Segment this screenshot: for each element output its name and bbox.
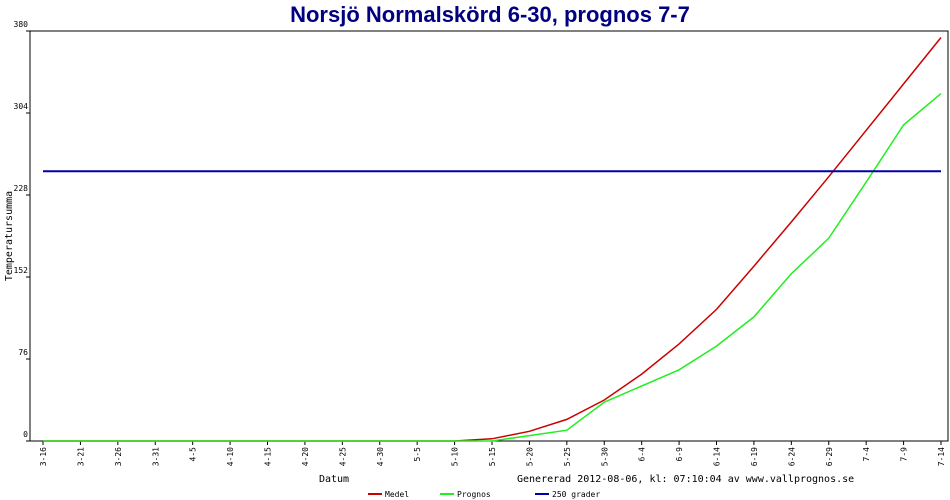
y-tick-label: 380	[14, 20, 29, 29]
x-tick-label: 6-24	[787, 447, 796, 466]
x-tick-label: 6-9	[675, 447, 684, 462]
series-line	[43, 93, 942, 442]
x-tick-label: 4-5	[189, 447, 198, 462]
y-axis-label: Temperatursumma	[4, 191, 15, 281]
x-tick-label: 4-20	[301, 447, 310, 466]
series-line	[43, 37, 942, 442]
x-tick-label: 5-30	[600, 447, 609, 466]
x-tick-label: 5-25	[563, 447, 572, 466]
x-tick-label: 5-15	[488, 447, 497, 466]
x-tick-label: 6-19	[750, 447, 759, 466]
y-tick-label: 304	[14, 102, 29, 111]
x-tick-label: 3-16	[39, 447, 48, 466]
legend-label: Medel	[385, 490, 409, 499]
y-tick-label: 76	[18, 348, 28, 357]
x-tick-label: 5-5	[413, 447, 422, 462]
plot-frame	[29, 30, 949, 442]
x-tick-label: 5-20	[525, 447, 534, 466]
x-tick-label: 4-15	[264, 447, 273, 466]
x-tick-label: 3-31	[151, 447, 160, 466]
x-tick-label: 7-9	[900, 447, 909, 462]
legend-label: 250 grader	[552, 490, 600, 499]
legend-label: Prognos	[457, 490, 491, 499]
x-tick-label: 7-4	[862, 447, 871, 462]
chart-title: Norsjö Normalskörd 6-30, prognos 7-7	[290, 2, 690, 27]
x-tick-label: 6-29	[825, 447, 834, 466]
x-tick-label: 4-25	[338, 447, 347, 466]
annotation: Genererad 2012-08-06, kl: 07:10:04 av ww…	[517, 474, 854, 485]
x-tick-label: 4-10	[226, 447, 235, 466]
y-tick-label: 228	[14, 184, 29, 193]
x-tick-label: 7-14	[937, 447, 946, 466]
x-tick-label: 6-14	[713, 447, 722, 466]
y-tick-label: 152	[14, 266, 29, 275]
x-axis-label: Datum	[319, 474, 349, 485]
x-tick-label: 5-10	[451, 447, 460, 466]
x-tick-label: 6-4	[638, 447, 647, 462]
x-tick-label: 4-30	[376, 447, 385, 466]
x-tick-label: 3-26	[114, 447, 123, 466]
y-tick-label: 0	[23, 430, 28, 439]
x-tick-label: 3-21	[76, 447, 85, 466]
